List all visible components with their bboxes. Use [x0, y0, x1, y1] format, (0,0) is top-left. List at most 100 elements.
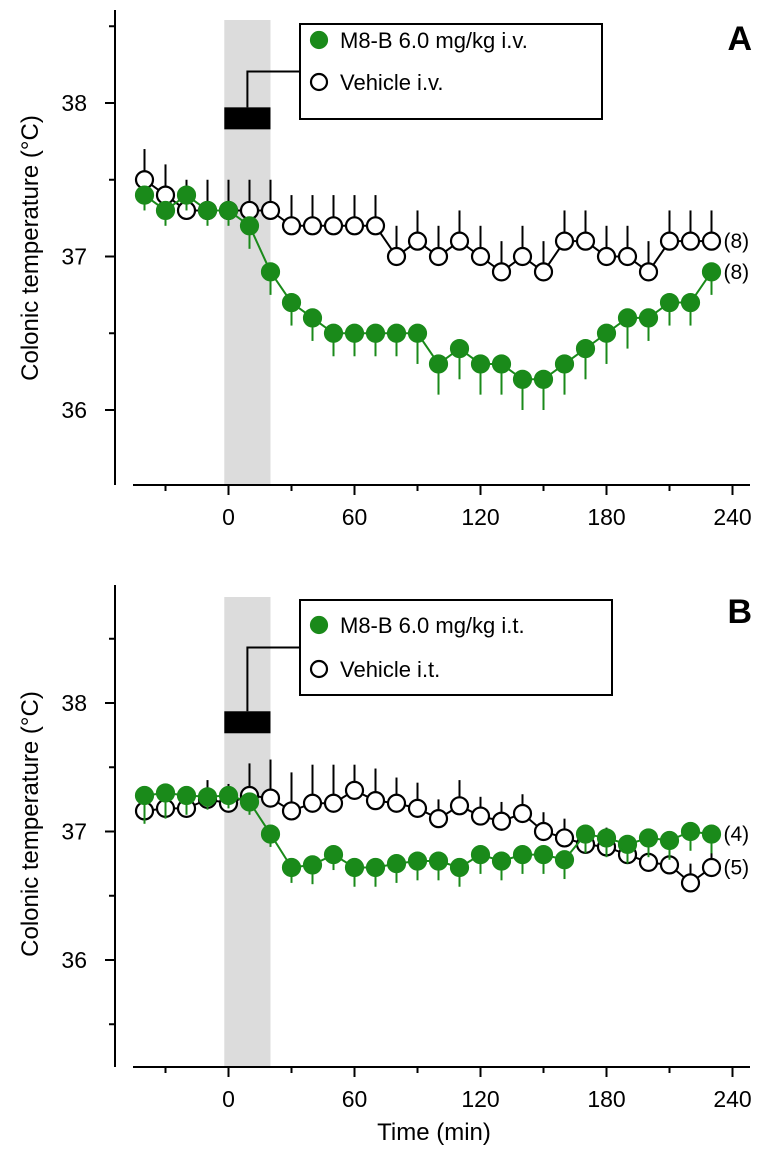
data-point — [407, 323, 428, 343]
data-point — [323, 793, 344, 813]
data-point — [533, 845, 554, 865]
data-point — [386, 323, 407, 343]
data-point — [281, 857, 302, 878]
data-point — [407, 851, 428, 871]
data-point — [638, 262, 659, 282]
data-point — [512, 369, 533, 389]
data-point — [386, 793, 407, 813]
series-line — [143, 178, 712, 274]
data-point — [491, 262, 512, 282]
y-tick-label: 36 — [61, 947, 87, 973]
data-point — [302, 793, 323, 813]
sample-size-label: (4) — [724, 823, 750, 846]
data-point — [407, 231, 428, 251]
data-point — [491, 851, 512, 871]
data-point — [554, 850, 575, 870]
data-point — [302, 308, 323, 328]
drug-series — [134, 783, 722, 887]
data-point — [344, 216, 365, 236]
data-point — [239, 216, 260, 236]
legend: M8-B 6.0 mg/kg i.t. Vehicle i.t. — [299, 599, 613, 696]
y-axis-title: Colonic temperature (°C) — [17, 691, 44, 957]
y-tick-label: 37 — [61, 244, 87, 270]
sample-size-label: (8) — [724, 261, 750, 284]
data-point — [449, 857, 470, 878]
data-point — [512, 803, 533, 824]
data-point — [575, 231, 596, 251]
data-point — [533, 369, 554, 389]
legend-box — [299, 599, 613, 696]
data-point — [554, 231, 575, 251]
data-point — [344, 323, 365, 343]
legend-box — [299, 23, 603, 120]
legend-marker-drug — [309, 615, 329, 635]
data-point — [596, 246, 617, 267]
data-point — [491, 811, 512, 831]
data-point — [470, 845, 491, 865]
sample-size-label: (8) — [724, 230, 750, 253]
legend-entry: Vehicle i.t. — [340, 657, 440, 682]
data-point — [323, 845, 344, 865]
data-point — [302, 855, 323, 875]
data-point — [680, 292, 701, 313]
sample-size-label: (5) — [724, 856, 750, 879]
data-point — [554, 354, 575, 374]
data-point — [449, 796, 470, 816]
drug-series — [134, 185, 722, 410]
data-point — [449, 339, 470, 359]
legend: M8-B 6.0 mg/kg i.v. Vehicle i.v. — [299, 23, 603, 120]
data-point — [596, 323, 617, 343]
infusion-bar — [224, 107, 271, 130]
panel-letter: A — [727, 20, 752, 58]
legend-marker-drug — [309, 30, 329, 50]
x-tick-label: 120 — [461, 1086, 499, 1112]
data-point — [260, 824, 281, 844]
infusion-connector-line — [246, 646, 300, 712]
data-point — [575, 824, 596, 844]
y-tick-label: 36 — [61, 397, 87, 423]
series-line — [143, 193, 713, 381]
data-point — [575, 339, 596, 359]
data-point — [638, 308, 659, 328]
data-point — [701, 262, 722, 282]
data-point — [659, 830, 680, 851]
x-tick-label: 240 — [713, 1086, 751, 1112]
data-point — [680, 821, 701, 842]
data-point — [344, 780, 365, 800]
data-point — [617, 246, 638, 267]
data-point — [449, 231, 470, 251]
y-tick-label: 38 — [61, 690, 87, 716]
infusion-bar — [224, 711, 271, 734]
data-point — [533, 821, 554, 842]
data-point — [617, 834, 638, 854]
data-point — [701, 824, 722, 844]
data-point — [617, 308, 638, 328]
x-tick-label: 60 — [342, 504, 368, 530]
data-point — [281, 216, 302, 236]
data-point — [176, 185, 197, 205]
data-point — [281, 801, 302, 821]
data-point — [680, 231, 701, 251]
data-point — [323, 216, 344, 236]
x-tick-label: 120 — [461, 504, 499, 530]
data-point — [428, 246, 449, 267]
data-point — [470, 246, 491, 267]
data-point — [176, 785, 197, 806]
data-point — [428, 851, 449, 871]
data-point — [218, 785, 239, 806]
data-point — [302, 216, 323, 236]
series-line — [144, 791, 712, 869]
x-tick-label: 60 — [342, 1086, 368, 1112]
data-point — [680, 873, 701, 893]
data-point — [197, 200, 218, 221]
data-point — [323, 323, 344, 343]
data-point — [470, 806, 491, 826]
data-point — [344, 857, 365, 878]
data-point — [470, 354, 491, 374]
legend-entry: M8-B 6.0 mg/kg i.t. — [340, 613, 525, 638]
data-point — [533, 262, 554, 282]
data-point — [701, 857, 722, 878]
data-point — [365, 323, 386, 343]
data-point — [197, 787, 218, 807]
